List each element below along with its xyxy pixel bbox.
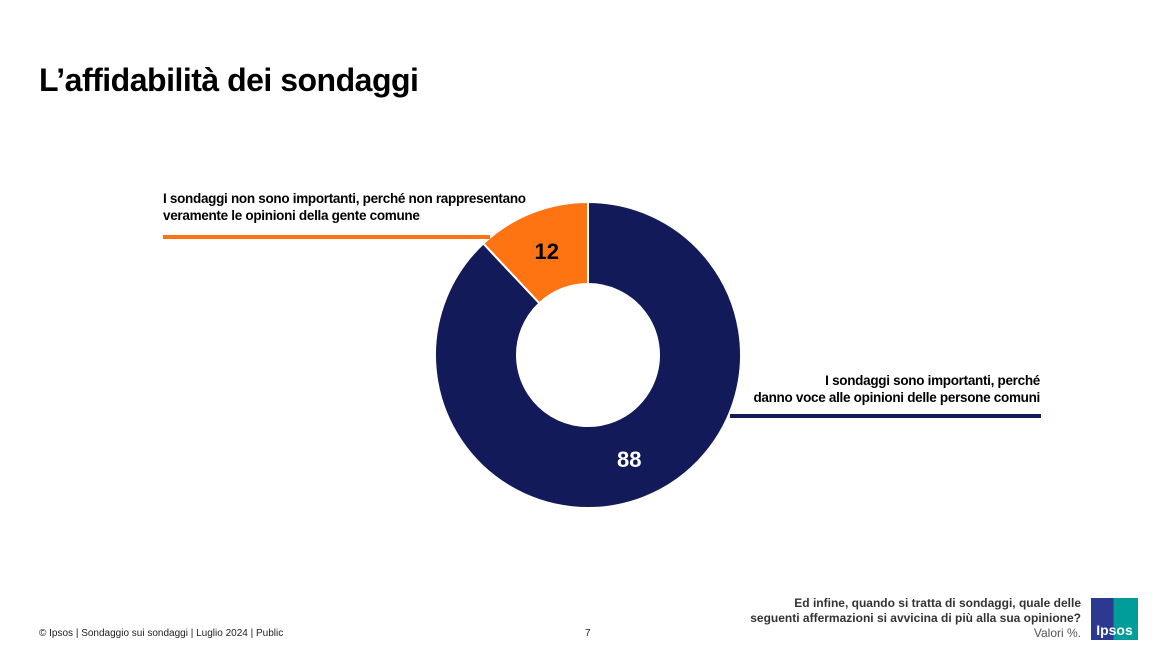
label-line-2: danno voce alle opinioni delle persone c… (753, 390, 1040, 405)
footer-copyright: © Ipsos | Sondaggio sui sondaggi | Lugli… (39, 628, 284, 639)
ipsos-logo: Ipsos (1091, 598, 1138, 640)
units-note: Valori %. (1033, 626, 1081, 640)
label-line-1: I sondaggi non sono importanti, perché n… (163, 191, 526, 206)
page-title: L’affidabilità dei sondaggi (39, 62, 419, 98)
question-text: Ed infine, quando si tratta di sondaggi,… (750, 596, 1081, 641)
legend-label-not-important: I sondaggi non sono importanti, perché n… (163, 190, 526, 224)
page-number: 7 (585, 628, 591, 639)
logo-text: Ipsos (1096, 622, 1133, 638)
donut-slice-1 (481, 200, 589, 305)
donut-slice-0 (434, 200, 742, 509)
data-label-0: 88 (617, 447, 641, 472)
data-label-1: 12 (535, 239, 559, 264)
question-line-1: Ed infine, quando si tratta di sondaggi,… (794, 596, 1081, 610)
question-line-2: seguenti affermazioni si avvicina di più… (750, 611, 1081, 625)
legend-label-important: I sondaggi sono importanti, perché danno… (740, 372, 1040, 406)
leader-line-navy (730, 414, 1041, 418)
leader-line-orange (163, 235, 490, 239)
label-line-2: veramente le opinioni della gente comune (163, 208, 420, 223)
label-line-1: I sondaggi sono importanti, perché (825, 373, 1040, 388)
